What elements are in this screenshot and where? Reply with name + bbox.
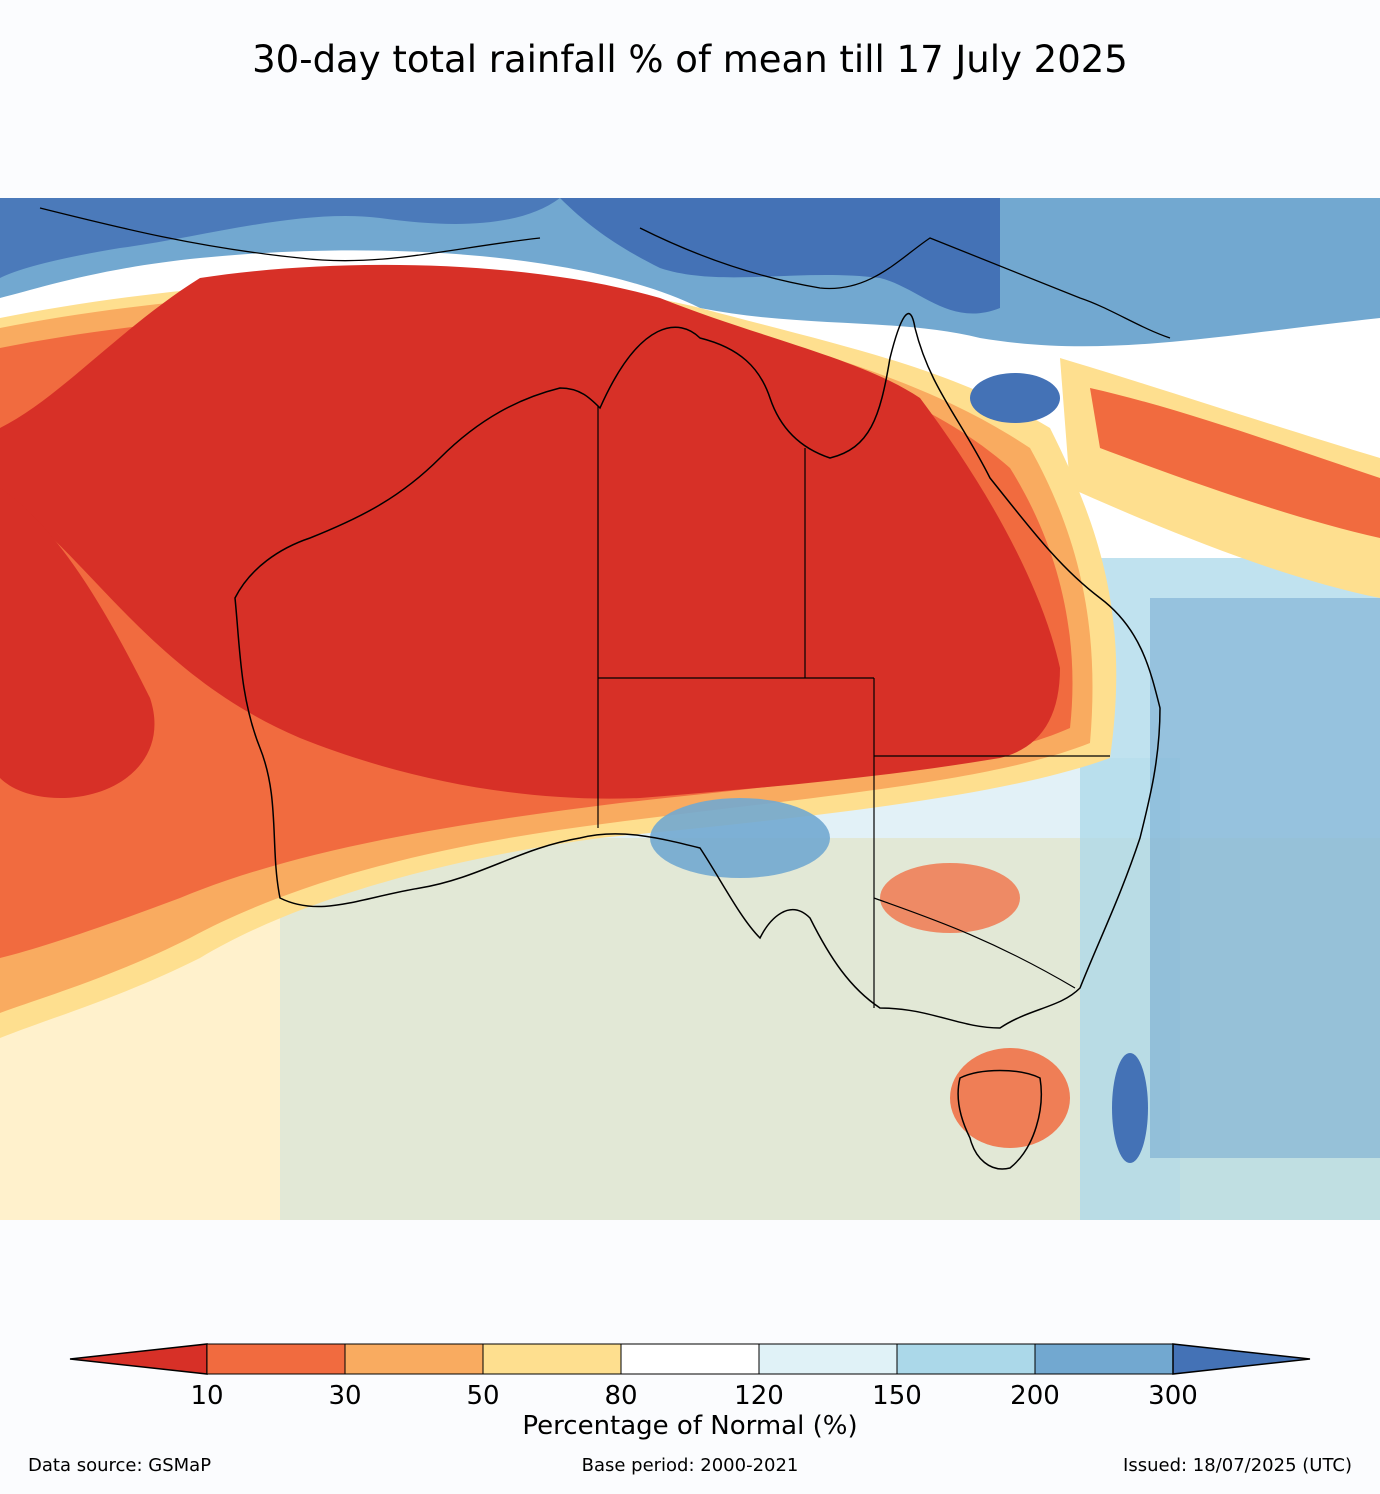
zone-indonesia-wet	[0, 198, 560, 278]
zone-tasman-very-wet	[1150, 598, 1380, 1158]
chart-title: 30-day total rainfall % of mean till 17 …	[252, 38, 1128, 81]
border-nsw-vic	[873, 897, 1076, 989]
zone-new-guinea-very-wet	[560, 198, 1000, 314]
colorbar-segment	[344, 1343, 484, 1375]
colorbar-segment	[1034, 1343, 1174, 1375]
patch-coral-sea-wet	[970, 373, 1060, 423]
colorbar-segment	[620, 1343, 760, 1375]
colorbar-tick-label: 300	[1148, 1381, 1198, 1411]
coastline-indonesia	[39, 207, 541, 262]
coastline-australia	[234, 312, 1161, 1029]
colorbar-segment	[896, 1343, 1036, 1375]
colorbar-label: Percentage of Normal (%)	[522, 1411, 857, 1441]
zone-coral-sea-very-dry	[1090, 388, 1380, 538]
patch-tasmania-dry	[950, 1048, 1070, 1148]
patch-victoria-dry	[880, 863, 1020, 933]
colorbar-segment	[482, 1343, 622, 1375]
colorbar-segment	[206, 1343, 346, 1375]
state-borders	[597, 406, 1110, 1008]
patch-south-wet	[650, 798, 830, 878]
rainfall-map-svg	[0, 198, 1380, 1220]
colorbar-svg: 10 30 50 80 120 150 200 300 Percentage of Normal…	[69, 1343, 1311, 1441]
colorbar-segment	[758, 1343, 898, 1375]
data-source: Data source: GSMaP	[28, 1455, 212, 1476]
colorbar-tick-label: 50	[466, 1381, 499, 1411]
colorbar-extend-low	[69, 1343, 208, 1375]
colorbar-tick-label: 150	[872, 1381, 922, 1411]
colorbar-tick-label: 10	[190, 1381, 223, 1411]
colorbar-tick-label: 200	[1010, 1381, 1060, 1411]
colorbar-extend-high	[1172, 1343, 1311, 1375]
coastline-new-guinea	[639, 227, 1171, 339]
patch-tasman-wet	[1112, 1053, 1148, 1163]
zone-extreme-dry-west-ocean	[0, 488, 155, 798]
base-period: Base period: 2000-2021	[581, 1455, 799, 1476]
issued-date: Issued: 18/07/2025 (UTC)	[1123, 1455, 1352, 1476]
coastline-tasmania	[957, 1069, 1042, 1170]
colorbar-tick-label: 120	[734, 1381, 784, 1411]
colorbar: 10 30 50 80 120 150 200 300 Percentage of Normal…	[60, 1336, 1320, 1446]
zone-extreme-dry-core	[0, 264, 1060, 799]
rainfall-map	[0, 198, 1380, 1220]
colorbar-tick-label: 30	[328, 1381, 361, 1411]
colorbar-tick-label: 80	[604, 1381, 637, 1411]
